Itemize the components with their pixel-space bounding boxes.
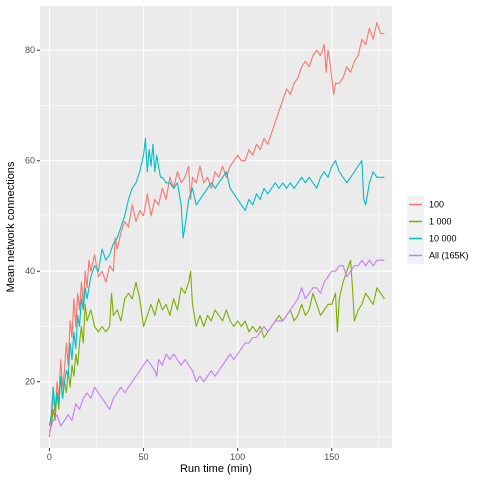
y-tick-label: 80 bbox=[25, 45, 35, 55]
y-tick-label: 60 bbox=[25, 156, 35, 166]
legend-label: All (165K) bbox=[429, 251, 469, 261]
x-tick-label: 150 bbox=[324, 452, 339, 462]
legend-label: 100 bbox=[429, 200, 444, 210]
series-line bbox=[48, 259, 385, 432]
legend-label: 10 000 bbox=[429, 234, 457, 244]
y-axis: 20 40 60 80 bbox=[25, 45, 40, 387]
series-lines bbox=[48, 22, 385, 438]
y-tick-label: 20 bbox=[25, 377, 35, 387]
x-tick-label: 100 bbox=[230, 452, 245, 462]
legend: 100 1 000 10 000 All (165K) bbox=[407, 196, 469, 264]
grid bbox=[40, 6, 392, 448]
series-line bbox=[48, 259, 385, 432]
x-tick-label: 50 bbox=[139, 452, 149, 462]
x-tick-label: 0 bbox=[47, 452, 52, 462]
series-line bbox=[48, 138, 385, 426]
y-axis-title: Mean network connections bbox=[5, 161, 17, 292]
y-tick-label: 40 bbox=[25, 266, 35, 276]
series-line bbox=[48, 22, 385, 438]
x-axis: 0 50 100 150 bbox=[47, 448, 339, 462]
legend-label: 1 000 bbox=[429, 217, 452, 227]
x-axis-title: Run time (min) bbox=[180, 463, 252, 475]
